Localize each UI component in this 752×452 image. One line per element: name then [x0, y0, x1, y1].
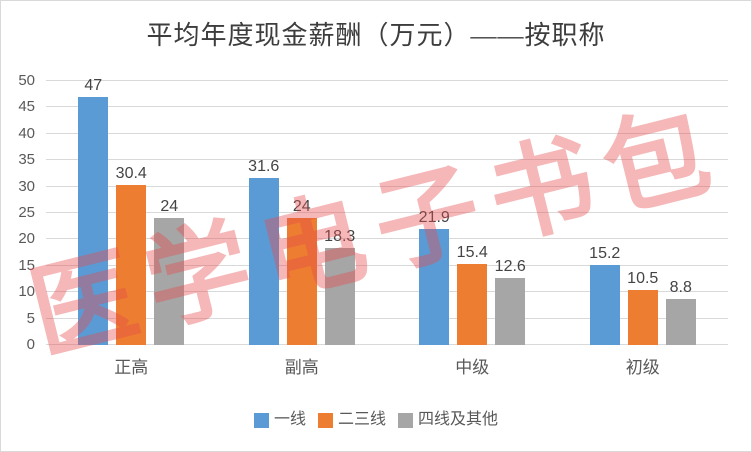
- legend-label: 一线: [273, 411, 306, 428]
- gridline: [46, 238, 728, 240]
- legend-swatch: [317, 412, 333, 428]
- gridline: [46, 212, 728, 213]
- y-axis-tick-label: 5: [26, 309, 35, 327]
- bar-value-label: 12.6: [494, 258, 526, 276]
- bar-value-label: 30.4: [115, 164, 147, 182]
- x-axis-category-label: 副高: [284, 358, 319, 377]
- gridline: [46, 159, 728, 161]
- x-axis: 正高 副高 中级 初级: [46, 357, 728, 379]
- y-axis-tick-label: 45: [18, 98, 35, 116]
- y-axis-tick-label: 15: [18, 256, 35, 274]
- bar-value-label: 15.4: [456, 243, 488, 261]
- bar-value-label: 47: [84, 76, 103, 94]
- bar-value-label: 31.6: [248, 158, 280, 176]
- bar: [589, 264, 620, 345]
- gridline: [46, 264, 728, 266]
- legend-label: 二三线: [337, 411, 386, 428]
- y-axis-tick-label: 10: [18, 283, 35, 301]
- gridline: [46, 344, 728, 345]
- bar-value-label: 10.5: [627, 269, 659, 287]
- chart-title: 平均年度现金薪酬（万元）——按职称: [146, 21, 606, 50]
- y-axis-tick-label: 50: [18, 72, 35, 89]
- x-axis-category-label: 正高: [114, 358, 149, 377]
- bar-value-label: 21.9: [418, 209, 450, 227]
- bar: [324, 248, 355, 345]
- legend-item: 四线及其他: [398, 409, 498, 431]
- y-axis-tick-label: 25: [18, 204, 35, 221]
- y-axis-tick-label: 20: [18, 230, 35, 248]
- bar: [154, 218, 185, 345]
- plot-area: 47 30.4 24 31.6 24 18.3 21.9 15.4 12.6 15.2 10.5 8.…: [46, 77, 728, 345]
- legend-label: 四线及其他: [418, 411, 499, 428]
- bar: [248, 178, 279, 345]
- legend: 一线 二三线 四线及其他: [1, 409, 751, 431]
- bar: [419, 229, 450, 345]
- bar: [495, 278, 526, 345]
- y-axis-tick-label: 35: [18, 151, 35, 169]
- bar: [116, 184, 147, 345]
- y-axis-tick-label: 0: [26, 336, 35, 353]
- y-axis: 0 5 10 15 20 25 30 35 40 45 50: [1, 72, 37, 353]
- gridline: [46, 106, 728, 108]
- y-axis-tick-label: 30: [18, 177, 35, 195]
- gridline: [46, 132, 728, 134]
- bar: [665, 298, 696, 345]
- bar-value-label: 15.2: [589, 244, 621, 262]
- bar: [457, 263, 488, 345]
- gridline: [46, 291, 728, 293]
- legend-item: 二三线: [317, 409, 386, 431]
- bar: [286, 218, 317, 345]
- bar-value-label: 24: [160, 198, 179, 216]
- gridline: [46, 185, 728, 187]
- legend-swatch: [253, 412, 269, 428]
- bar-value-label: 8.8: [669, 278, 692, 296]
- bar-value-label: 24: [292, 198, 311, 216]
- x-axis-category-label: 中级: [455, 358, 490, 377]
- gridline: [46, 80, 728, 81]
- bar: [78, 96, 109, 345]
- y-axis-tick-label: 40: [18, 124, 35, 142]
- legend-item: 一线: [253, 409, 306, 431]
- bar-value-label: 18.3: [324, 228, 356, 246]
- x-axis-category-label: 初级: [625, 358, 660, 377]
- legend-swatch: [398, 412, 413, 428]
- bar: [627, 289, 658, 345]
- gridline: [46, 317, 728, 319]
